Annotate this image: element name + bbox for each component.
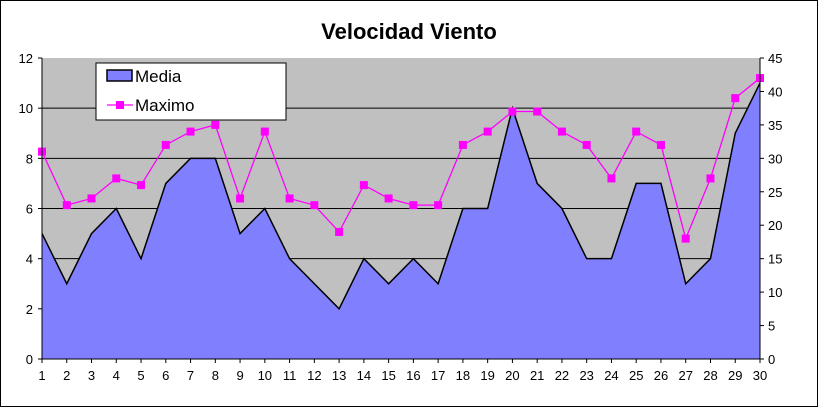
x-tick-label: 28: [703, 368, 717, 383]
legend-maximo-marker: [116, 101, 124, 109]
maximo-marker: [508, 107, 517, 116]
y-right-tick-label: 40: [768, 84, 782, 99]
x-tick-label: 12: [307, 368, 321, 383]
x-tick-label: 26: [654, 368, 668, 383]
maximo-marker: [458, 140, 467, 149]
maximo-marker: [335, 227, 344, 236]
x-tick-label: 3: [88, 368, 95, 383]
x-tick-label: 16: [406, 368, 420, 383]
maximo-marker: [236, 194, 245, 203]
maximo-marker: [112, 174, 121, 183]
chart-title: Velocidad Viento: [321, 19, 497, 44]
maximo-line: [41, 77, 761, 241]
maximo-marker: [656, 140, 665, 149]
y-left-tick-label: 6: [26, 202, 33, 217]
maximo-marker: [557, 127, 566, 136]
x-tick-label: 11: [283, 368, 297, 383]
maximo-marker: [161, 140, 170, 149]
x-tick-label: 4: [113, 368, 120, 383]
legend-media-swatch: [106, 69, 133, 82]
maximo-marker: [681, 234, 690, 243]
maximo-marker: [87, 194, 96, 203]
maximo-marker: [706, 174, 715, 183]
maximo-marker: [434, 201, 443, 210]
x-tick-label: 2: [63, 368, 70, 383]
media-outline: [41, 82, 761, 311]
x-tick-label: 21: [530, 368, 544, 383]
maximo-marker: [211, 120, 220, 129]
x-tick-label: 20: [505, 368, 519, 383]
maximo-marker: [285, 194, 294, 203]
maximo-marker: [310, 201, 319, 210]
legend: Media Maximo: [95, 62, 287, 121]
x-tick-label: 1: [38, 368, 45, 383]
x-tick-label: 15: [381, 368, 395, 383]
maximo-marker: [483, 127, 492, 136]
x-tick-label: 8: [212, 368, 219, 383]
x-tick-label: 7: [187, 368, 194, 383]
maximo-marker: [62, 201, 71, 210]
x-tick-label: 19: [480, 368, 494, 383]
x-tick-label: 5: [137, 368, 144, 383]
y-left-tick-label: 12: [19, 51, 33, 66]
maximo-marker: [607, 174, 616, 183]
x-tick-label: 27: [678, 368, 692, 383]
maximo-marker: [137, 181, 146, 190]
maximo-marker: [359, 181, 368, 190]
maximo-marker: [731, 94, 740, 103]
maximo-marker: [384, 194, 393, 203]
y-left-tick-label: 4: [26, 252, 33, 267]
maximo-marker: [186, 127, 195, 136]
y-right-tick-label: 15: [768, 252, 782, 267]
y-right-tick-label: 35: [768, 118, 782, 133]
y-right-tick-label: 0: [768, 352, 775, 367]
x-tick-label: 23: [579, 368, 593, 383]
x-tick-label: 17: [431, 368, 445, 383]
x-tick-label: 6: [162, 368, 169, 383]
media-area: [42, 83, 760, 359]
maximo-marker: [409, 201, 418, 210]
y-left-tick-label: 8: [26, 151, 33, 166]
x-tick-label: 9: [236, 368, 243, 383]
maximo-marker: [632, 127, 641, 136]
y-right-tick-label: 5: [768, 319, 775, 334]
y-right-tick-label: 25: [768, 185, 782, 200]
y-right-tick-label: 10: [768, 285, 782, 300]
maximo-marker: [533, 107, 542, 116]
maximo-marker: [582, 140, 591, 149]
x-tick-label: 13: [332, 368, 346, 383]
x-tick-label: 18: [456, 368, 470, 383]
legend-media-label: Media: [135, 67, 182, 86]
x-tick-label: 29: [728, 368, 742, 383]
y-left-tick-label: 2: [26, 302, 33, 317]
x-tick-label: 30: [753, 368, 767, 383]
x-tick-label: 22: [555, 368, 569, 383]
x-tick-label: 10: [258, 368, 272, 383]
y-left-tick-label: 0: [26, 352, 33, 367]
x-tick-label: 25: [629, 368, 643, 383]
y-right-tick-label: 45: [768, 51, 782, 66]
y-right-tick-label: 30: [768, 151, 782, 166]
maximo-marker: [260, 127, 269, 136]
x-tick-label: 24: [604, 368, 618, 383]
legend-maximo-label: Maximo: [135, 96, 195, 115]
x-tick-label: 14: [357, 368, 371, 383]
y-right-tick-label: 20: [768, 218, 782, 233]
y-left-tick-label: 10: [19, 101, 33, 116]
